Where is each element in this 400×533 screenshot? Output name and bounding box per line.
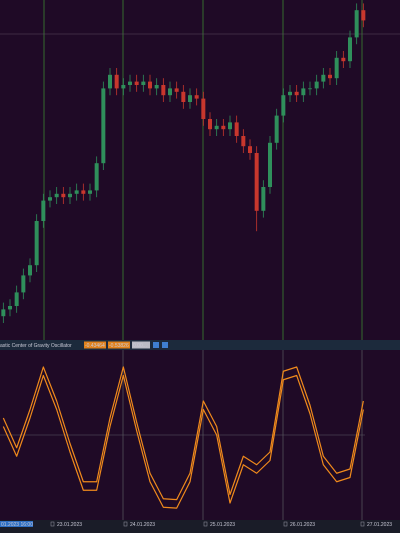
candle-body	[274, 115, 279, 143]
value-label: -0.43464	[85, 343, 105, 349]
cursor-label: 01.2023 16:00	[1, 522, 33, 528]
candle-body	[208, 119, 212, 130]
candle-body	[241, 136, 246, 147]
indicator-title: astic Center of Gravity Oscillator	[0, 343, 72, 349]
value-box	[84, 341, 106, 349]
candle-body	[34, 221, 39, 266]
date-label: 27.01.2023	[367, 522, 392, 528]
candle-body	[141, 81, 146, 85]
date-tick	[50, 521, 55, 527]
candle-body	[301, 88, 306, 96]
oscillator-line	[2, 374, 364, 509]
candle-body	[14, 292, 19, 306]
value-box	[108, 341, 130, 349]
value-box	[132, 341, 150, 349]
candle-body	[21, 275, 26, 293]
candle-body	[261, 187, 266, 211]
value-label: -0.53826	[109, 343, 129, 349]
close-button[interactable]	[162, 342, 168, 348]
candle-body	[294, 91, 299, 96]
candle-body	[81, 190, 86, 194]
candle-body	[228, 122, 232, 130]
candle-body	[308, 88, 312, 90]
candle-body	[214, 125, 219, 130]
candle-body	[134, 81, 139, 85]
date-tick	[283, 521, 288, 527]
candle-body	[181, 91, 186, 102]
time-axis	[0, 520, 400, 533]
candle-body	[54, 193, 59, 198]
candle-body	[94, 163, 99, 191]
oscillator-line	[2, 366, 364, 501]
candle-body	[148, 81, 152, 89]
candle-body	[161, 85, 166, 96]
candle-body	[201, 98, 206, 119]
candle-body	[101, 88, 106, 164]
candle-body	[121, 85, 126, 89]
candle-body	[341, 57, 346, 62]
candle-body	[234, 122, 239, 136]
date-label: 23.01.2023	[57, 522, 82, 528]
candle-body	[288, 91, 292, 96]
candle-body	[194, 95, 199, 99]
candle-body	[48, 197, 52, 201]
indicator-header	[0, 340, 400, 350]
candle-body	[68, 193, 72, 198]
candle-body	[321, 74, 326, 82]
candle-body	[41, 200, 46, 221]
cursor-label-box	[0, 521, 33, 527]
candle-body	[361, 10, 366, 21]
candle-body	[348, 37, 352, 62]
date-labels: 23.01.2023 24.01.2023 25.01.2023 26.01.2023…	[50, 521, 392, 528]
candle-body	[8, 306, 12, 310]
value-label: 0.00...	[133, 343, 147, 349]
candle-body	[114, 74, 119, 89]
candle-body	[268, 142, 272, 187]
date-tick	[360, 521, 365, 527]
candle-body	[1, 309, 6, 317]
date-label: 25.01.2023	[210, 522, 235, 528]
candle-body	[128, 81, 132, 85]
settings-button[interactable]	[153, 342, 159, 348]
candle-body	[74, 190, 79, 194]
candle-body	[174, 88, 179, 92]
candle-body	[28, 265, 32, 276]
date-label: 26.01.2023	[290, 522, 315, 528]
candle-body	[108, 74, 112, 89]
candle-body	[168, 88, 172, 96]
candle-body	[314, 81, 319, 89]
candle-body	[354, 10, 359, 38]
date-tick	[203, 521, 208, 527]
candle-body	[188, 95, 192, 102]
candle-body	[248, 146, 252, 153]
candle-body	[221, 125, 226, 130]
candle-body	[334, 57, 339, 79]
date-tick	[123, 521, 128, 527]
candle-body	[281, 95, 286, 116]
date-label: 24.01.2023	[130, 522, 155, 528]
candle-body	[88, 190, 92, 194]
candle-body	[254, 153, 259, 211]
candle-body	[328, 74, 332, 79]
candle-body	[154, 85, 159, 89]
candle-body	[61, 193, 66, 198]
